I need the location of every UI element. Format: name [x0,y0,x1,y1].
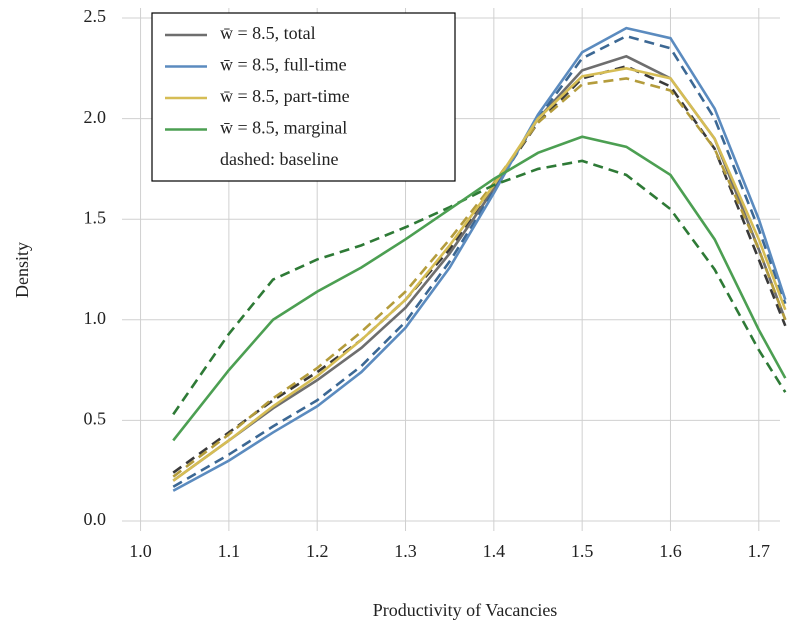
y-tick-label: 2.5 [84,6,107,26]
y-tick-label: 2.0 [84,107,107,127]
x-tick-label: 1.7 [748,541,771,561]
legend-label: w̄ = 8.5, marginal [220,118,347,138]
x-tick-label: 1.1 [218,541,241,561]
series-line [172,26,787,492]
lines [172,26,787,492]
y-tick-label: 1.0 [84,308,107,328]
y-axis-label: Density [12,242,32,298]
legend-label: w̄ = 8.5, total [220,23,316,43]
x-tick-label: 1.0 [129,541,152,561]
baseline-line [172,159,787,416]
grid: 1.0 1.1 1.2 1.3 1.4 1.5 1.6 1.7 0.0 0.5 1.0 1.5 2.0 2… [84,6,780,561]
y-tick-label: 0.0 [84,509,107,529]
x-tick-label: 1.2 [306,541,329,561]
x-tick-label: 1.5 [571,541,594,561]
legend-label: w̄ = 8.5, part-time [220,86,350,106]
x-tick-label: 1.3 [394,541,417,561]
baseline-line [172,34,787,488]
x-tick-label: 1.6 [659,541,682,561]
legend-label: w̄ = 8.5, full-time [220,55,347,75]
y-tick-label: 0.5 [84,408,107,428]
series-line [172,135,787,442]
y-tick-label: 1.5 [84,207,107,227]
x-axis-label: Productivity of Vacancies [373,600,558,620]
legend: w̄ = 8.5, total w̄ = 8.5, full-time w̄ = 8… [151,12,456,182]
legend-note: dashed: baseline [220,149,338,169]
x-tick-label: 1.4 [483,541,506,561]
